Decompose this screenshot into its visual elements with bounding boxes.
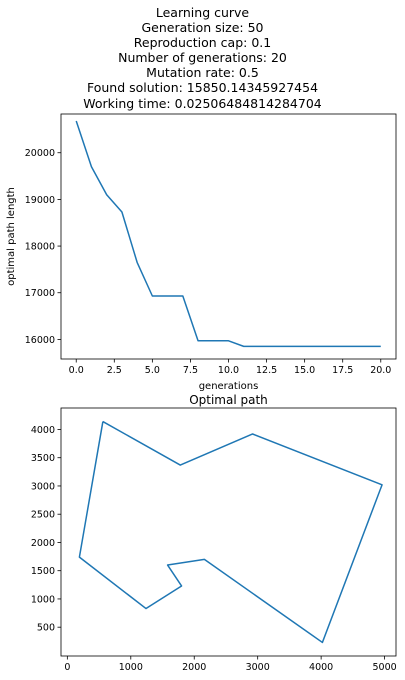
y-tick-label: 18000 — [25, 242, 55, 253]
x-tick-label: 17.5 — [332, 365, 353, 376]
x-tick-label: 0 — [64, 662, 70, 673]
x-tick-label: 10.0 — [218, 365, 239, 376]
series-line — [78, 420, 383, 644]
x-tick-label: 1000 — [119, 662, 143, 673]
y-tick-label: 16000 — [25, 335, 55, 346]
y-tick-label: 3500 — [31, 453, 55, 464]
title-line: Generation size: 50 — [141, 20, 264, 36]
x-axis-label: generations — [199, 381, 259, 392]
title-line: Learning curve — [155, 5, 250, 20]
x-tick-label: 3000 — [246, 662, 270, 673]
x-tick-label: 12.5 — [256, 365, 277, 376]
y-tick-label: 3000 — [31, 481, 55, 492]
chart-title: Optimal path — [189, 393, 268, 407]
y-tick-label: 2500 — [31, 510, 55, 521]
x-tick-label: 5.0 — [145, 365, 160, 376]
y-tick-label: 4000 — [31, 425, 55, 436]
title-line: Mutation rate: 0.5 — [146, 65, 259, 81]
x-tick-label: 2.5 — [107, 365, 122, 376]
x-tick-label: 7.5 — [183, 365, 198, 376]
x-tick-label: 15.0 — [294, 365, 315, 376]
y-tick-label: 19000 — [25, 195, 55, 206]
y-tick-label: 20000 — [25, 148, 55, 159]
y-tick-label: 1500 — [31, 566, 55, 577]
x-tick-label: 2000 — [182, 662, 206, 673]
x-tick-label: 5000 — [372, 662, 396, 673]
learning-curve-title: Learning curve Generation size: 50 Repro… — [0, 5, 405, 111]
title-line: Number of generations: 20 — [118, 50, 287, 66]
x-tick-label: 20.0 — [370, 365, 391, 376]
y-tick-label: 1000 — [31, 594, 55, 605]
x-tick-label: 4000 — [309, 662, 333, 673]
plot-frame — [60, 113, 397, 360]
y-tick-label: 500 — [37, 623, 55, 634]
series-line — [75, 120, 381, 348]
y-tick-label: 2000 — [31, 538, 55, 549]
x-tick-label: 0.0 — [69, 365, 84, 376]
title-line: Found solution: 15850.14345927454 — [86, 80, 319, 96]
plot-frame — [60, 407, 397, 657]
title-line: Working time: 0.02506484814284704 — [83, 95, 322, 111]
y-tick-label: 17000 — [25, 288, 55, 299]
y-axis-label: optimal path length — [6, 187, 17, 286]
title-line: Reproduction cap: 0.1 — [133, 35, 272, 51]
